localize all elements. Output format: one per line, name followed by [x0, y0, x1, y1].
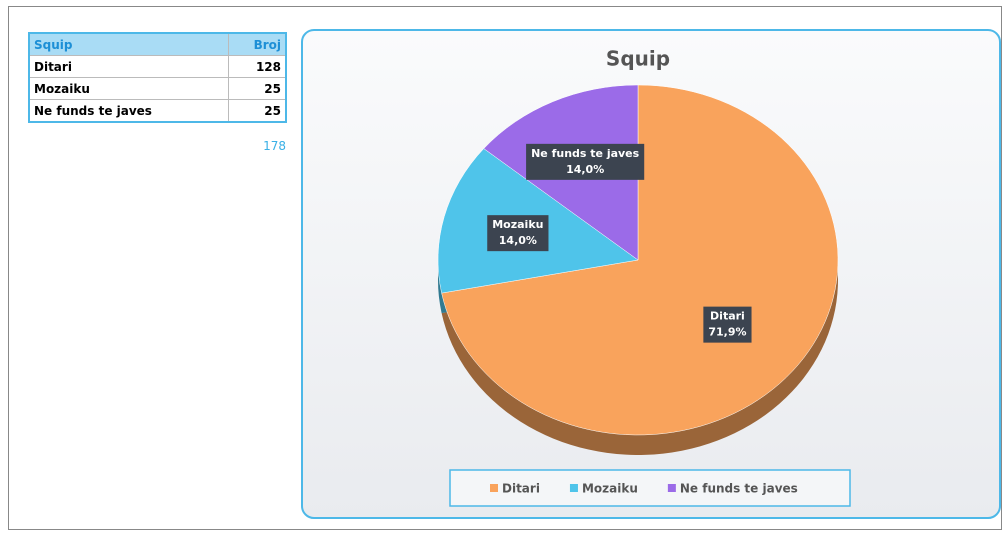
sheet-frame — [8, 6, 1002, 530]
table-row: Ne funds te javes 25 — [28, 99, 287, 123]
label-box — [703, 306, 752, 343]
cell: 25 — [228, 99, 287, 123]
label-box — [526, 143, 645, 180]
slice — [441, 84, 839, 436]
legend-label: Ne funds te javes — [680, 482, 798, 496]
chart-title: Squip — [606, 47, 670, 71]
cell: Mozaiku — [28, 77, 229, 100]
data-label: Ne funds te javes 14,0% — [526, 143, 645, 180]
label-name: Ditari — [710, 310, 745, 323]
legend-swatch — [569, 484, 578, 492]
label-name: Mozaiku — [492, 218, 543, 231]
table-row: Mozaiku 25 — [28, 77, 287, 100]
label-value: 71,9% — [708, 326, 746, 339]
data-label: Ditari 71,9% — [703, 306, 752, 343]
legend-label: Mozaiku — [582, 482, 638, 496]
legend-label: Ditari — [502, 482, 540, 496]
data-label: Mozaiku 14,0% — [487, 215, 549, 252]
label-value: 14,0% — [499, 234, 537, 247]
label-value: 14,0% — [566, 163, 604, 176]
cell: Ne funds te javes — [28, 99, 229, 123]
label-name: Ne funds te javes — [531, 147, 640, 160]
data-table: Squip Broj Ditari 128 Mozaiku 25 Ne funds … — [28, 32, 287, 123]
total: 178 — [263, 139, 286, 153]
cell: 128 — [228, 55, 287, 78]
label-box — [487, 215, 549, 252]
legend-swatch — [490, 484, 498, 492]
legend-swatch — [667, 484, 676, 492]
legend — [449, 469, 851, 507]
header-cell: Broj — [228, 32, 287, 56]
cell: 25 — [228, 77, 287, 100]
